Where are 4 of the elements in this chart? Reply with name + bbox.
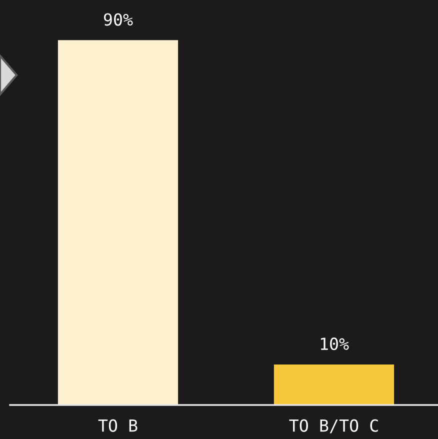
x-tick-label: TO B	[98, 419, 138, 432]
data-label: 10%	[320, 338, 349, 350]
x-tick-label: TO B/TO C	[289, 419, 378, 434]
data-label: 90%	[104, 13, 133, 26]
